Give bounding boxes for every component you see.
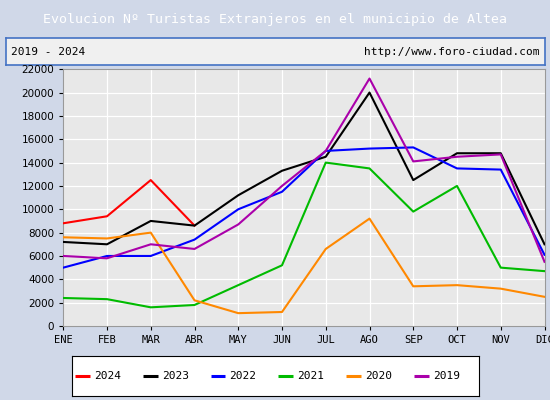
Text: 2021: 2021 <box>298 371 324 381</box>
Text: 2024: 2024 <box>94 371 121 381</box>
Text: 2023: 2023 <box>162 371 189 381</box>
Text: 2019: 2019 <box>433 371 460 381</box>
Text: 2019 - 2024: 2019 - 2024 <box>11 47 85 57</box>
Text: 2020: 2020 <box>365 371 392 381</box>
Text: http://www.foro-ciudad.com: http://www.foro-ciudad.com <box>364 47 539 57</box>
Text: 2022: 2022 <box>229 371 256 381</box>
Text: Evolucion Nº Turistas Extranjeros en el municipio de Altea: Evolucion Nº Turistas Extranjeros en el … <box>43 12 507 26</box>
